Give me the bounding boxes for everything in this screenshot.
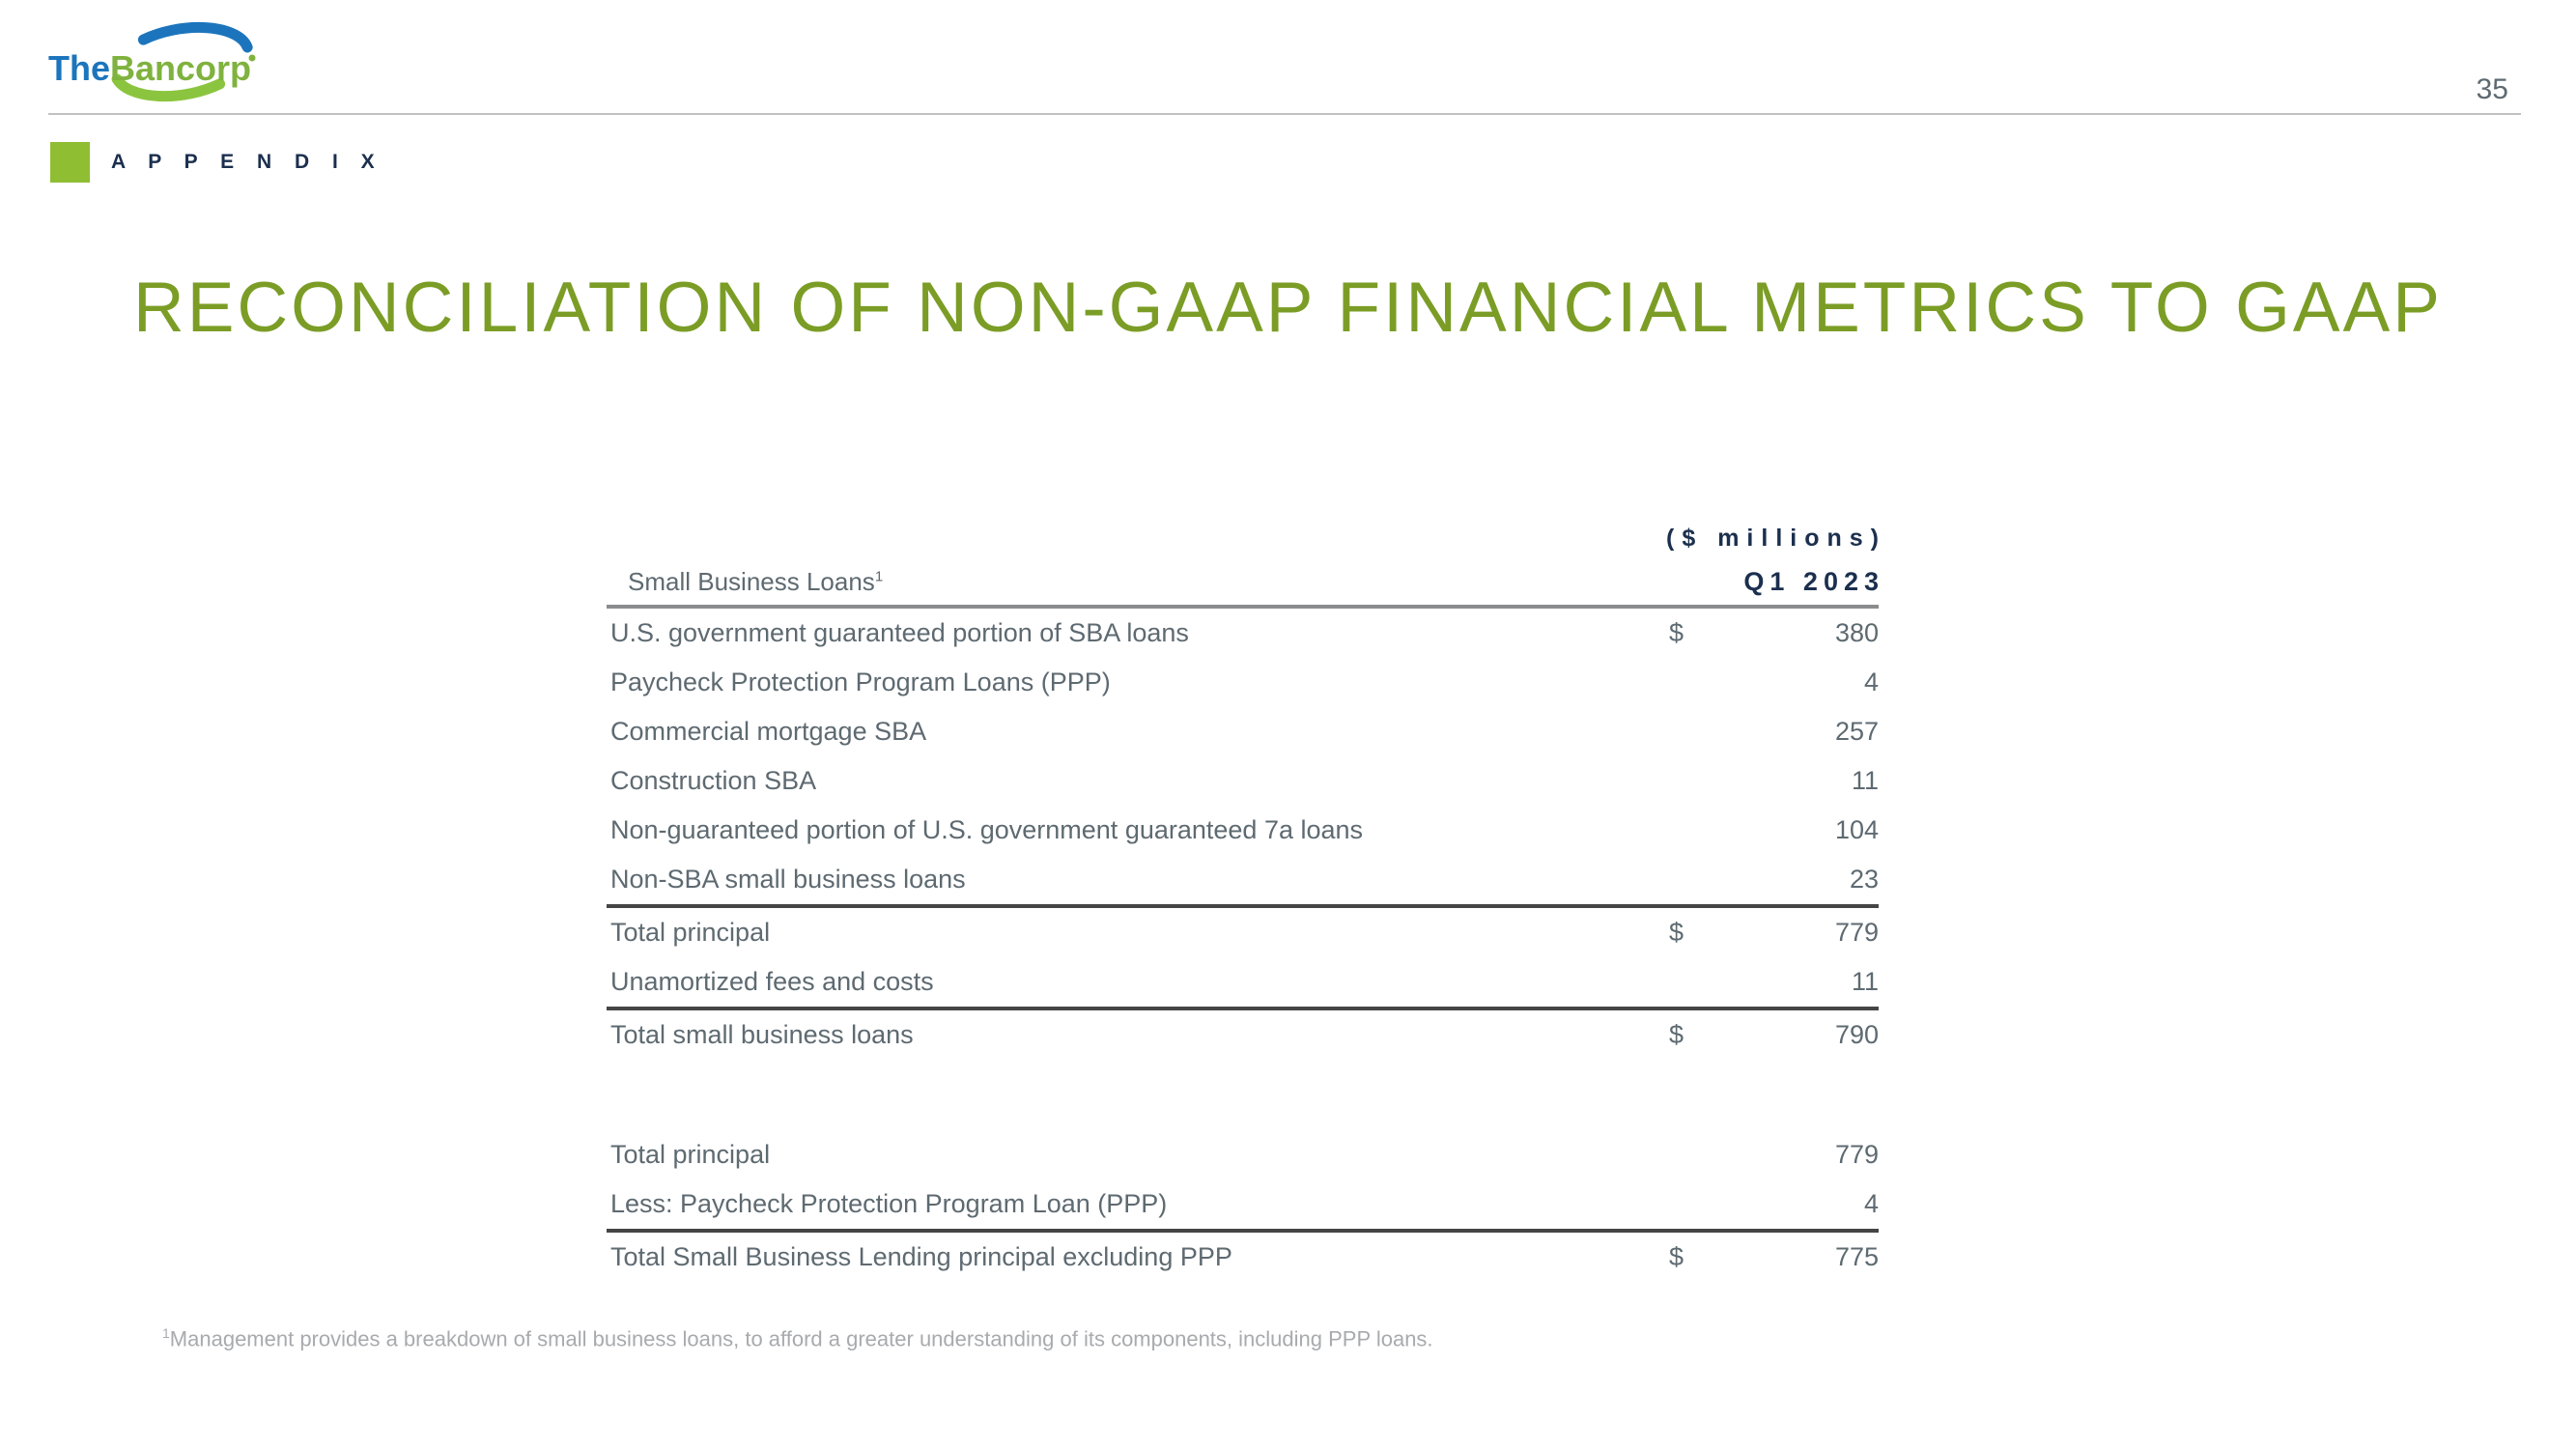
table-row: Less: Paycheck Protection Program Loan (… xyxy=(607,1179,1879,1229)
bancorp-logo: The Bancorp xyxy=(46,14,307,110)
row-dollar-sign: $ xyxy=(1669,918,1684,947)
table-row: Non-guaranteed portion of U.S. governmen… xyxy=(607,806,1879,855)
row-value: 779 xyxy=(1834,918,1879,947)
row-label: Unamortized fees and costs xyxy=(610,967,934,996)
table-row: Non-SBA small business loans 23 xyxy=(607,855,1879,904)
row-value: 4 xyxy=(1863,668,1879,696)
row-value: 104 xyxy=(1834,815,1879,844)
row-value: 790 xyxy=(1834,1020,1879,1049)
logo-word-bancorp: Bancorp xyxy=(110,48,251,88)
row-label: Commercial mortgage SBA xyxy=(610,717,927,746)
bancorp-logo-graphic: The Bancorp xyxy=(48,21,256,102)
logo-swoosh-green xyxy=(111,73,226,102)
total-rule xyxy=(607,1229,1879,1233)
footnote: 1Management provides a breakdown of smal… xyxy=(162,1325,1433,1351)
total-rule xyxy=(607,1007,1879,1010)
total-rule xyxy=(607,904,1879,908)
row-value: 23 xyxy=(1849,865,1879,894)
row-value: 257 xyxy=(1834,717,1879,746)
row-label: Construction SBA xyxy=(610,766,817,795)
appendix-marker-square xyxy=(50,142,90,183)
logo-swoosh-blue xyxy=(137,21,253,53)
row-label: Total Small Business Lending principal e… xyxy=(610,1242,1232,1271)
row-label: Paycheck Protection Program Loans (PPP) xyxy=(610,668,1111,696)
row-dollar-sign: $ xyxy=(1669,1020,1684,1049)
row-header-footnote-ref: 1 xyxy=(874,568,884,585)
row-label: Total small business loans xyxy=(610,1020,914,1049)
row-label: U.S. government guaranteed portion of SB… xyxy=(610,618,1189,647)
appendix-label: A P P E N D I X xyxy=(111,151,383,173)
period-label: Q1 2023 xyxy=(1743,567,1884,596)
logo-word-the: The xyxy=(48,48,110,88)
appendix-tag: A P P E N D I X xyxy=(50,142,383,183)
unit-label: ($ millions) xyxy=(1666,525,1886,552)
row-value: 775 xyxy=(1834,1242,1879,1271)
table-row: Total principal 779 xyxy=(607,1130,1879,1179)
footnote-superscript: 1 xyxy=(162,1325,170,1341)
table-row: U.S. government guaranteed portion of SB… xyxy=(607,609,1879,658)
page-number: 35 xyxy=(2476,73,2508,105)
row-label: Total principal xyxy=(610,918,771,947)
table-row: Commercial mortgage SBA 257 xyxy=(607,707,1879,756)
table-row: Total small business loans $790 xyxy=(607,1010,1879,1060)
row-label: Total principal xyxy=(610,1140,771,1169)
footnote-text: Management provides a breakdown of small… xyxy=(169,1326,1433,1351)
trademark-dot xyxy=(248,54,256,62)
row-label: Non-guaranteed portion of U.S. governmen… xyxy=(610,815,1364,844)
table-header-row: Small Business Loans1 Q1 2023 xyxy=(607,559,1879,605)
row-value: 11 xyxy=(1851,766,1879,795)
row-value: 4 xyxy=(1863,1189,1879,1218)
row-value: 779 xyxy=(1834,1140,1879,1169)
reconciliation-table: ($ millions) Small Business Loans1 Q1 20… xyxy=(607,517,1879,1282)
row-label: Less: Paycheck Protection Program Loan (… xyxy=(610,1189,1168,1218)
row-dollar-sign: $ xyxy=(1669,1242,1684,1271)
table-row: Unamortized fees and costs 11 xyxy=(607,957,1879,1007)
table-spacer xyxy=(607,1060,1879,1130)
table-row: Construction SBA 11 xyxy=(607,756,1879,806)
table-body: U.S. government guaranteed portion of SB… xyxy=(607,609,1879,1282)
table-row-header: Small Business Loans1 xyxy=(628,567,884,596)
header-rule xyxy=(607,605,1879,609)
row-label: Non-SBA small business loans xyxy=(610,865,966,894)
row-value: 380 xyxy=(1834,618,1879,647)
page-title: RECONCILIATION OF NON-GAAP FINANCIAL MET… xyxy=(133,269,2443,347)
header-divider xyxy=(48,113,2521,115)
table-row: Total principal $779 xyxy=(607,908,1879,957)
table-row: Total Small Business Lending principal e… xyxy=(607,1233,1879,1282)
table-row: Paycheck Protection Program Loans (PPP) 4 xyxy=(607,658,1879,707)
row-dollar-sign: $ xyxy=(1669,618,1684,647)
row-value: 11 xyxy=(1851,967,1879,996)
